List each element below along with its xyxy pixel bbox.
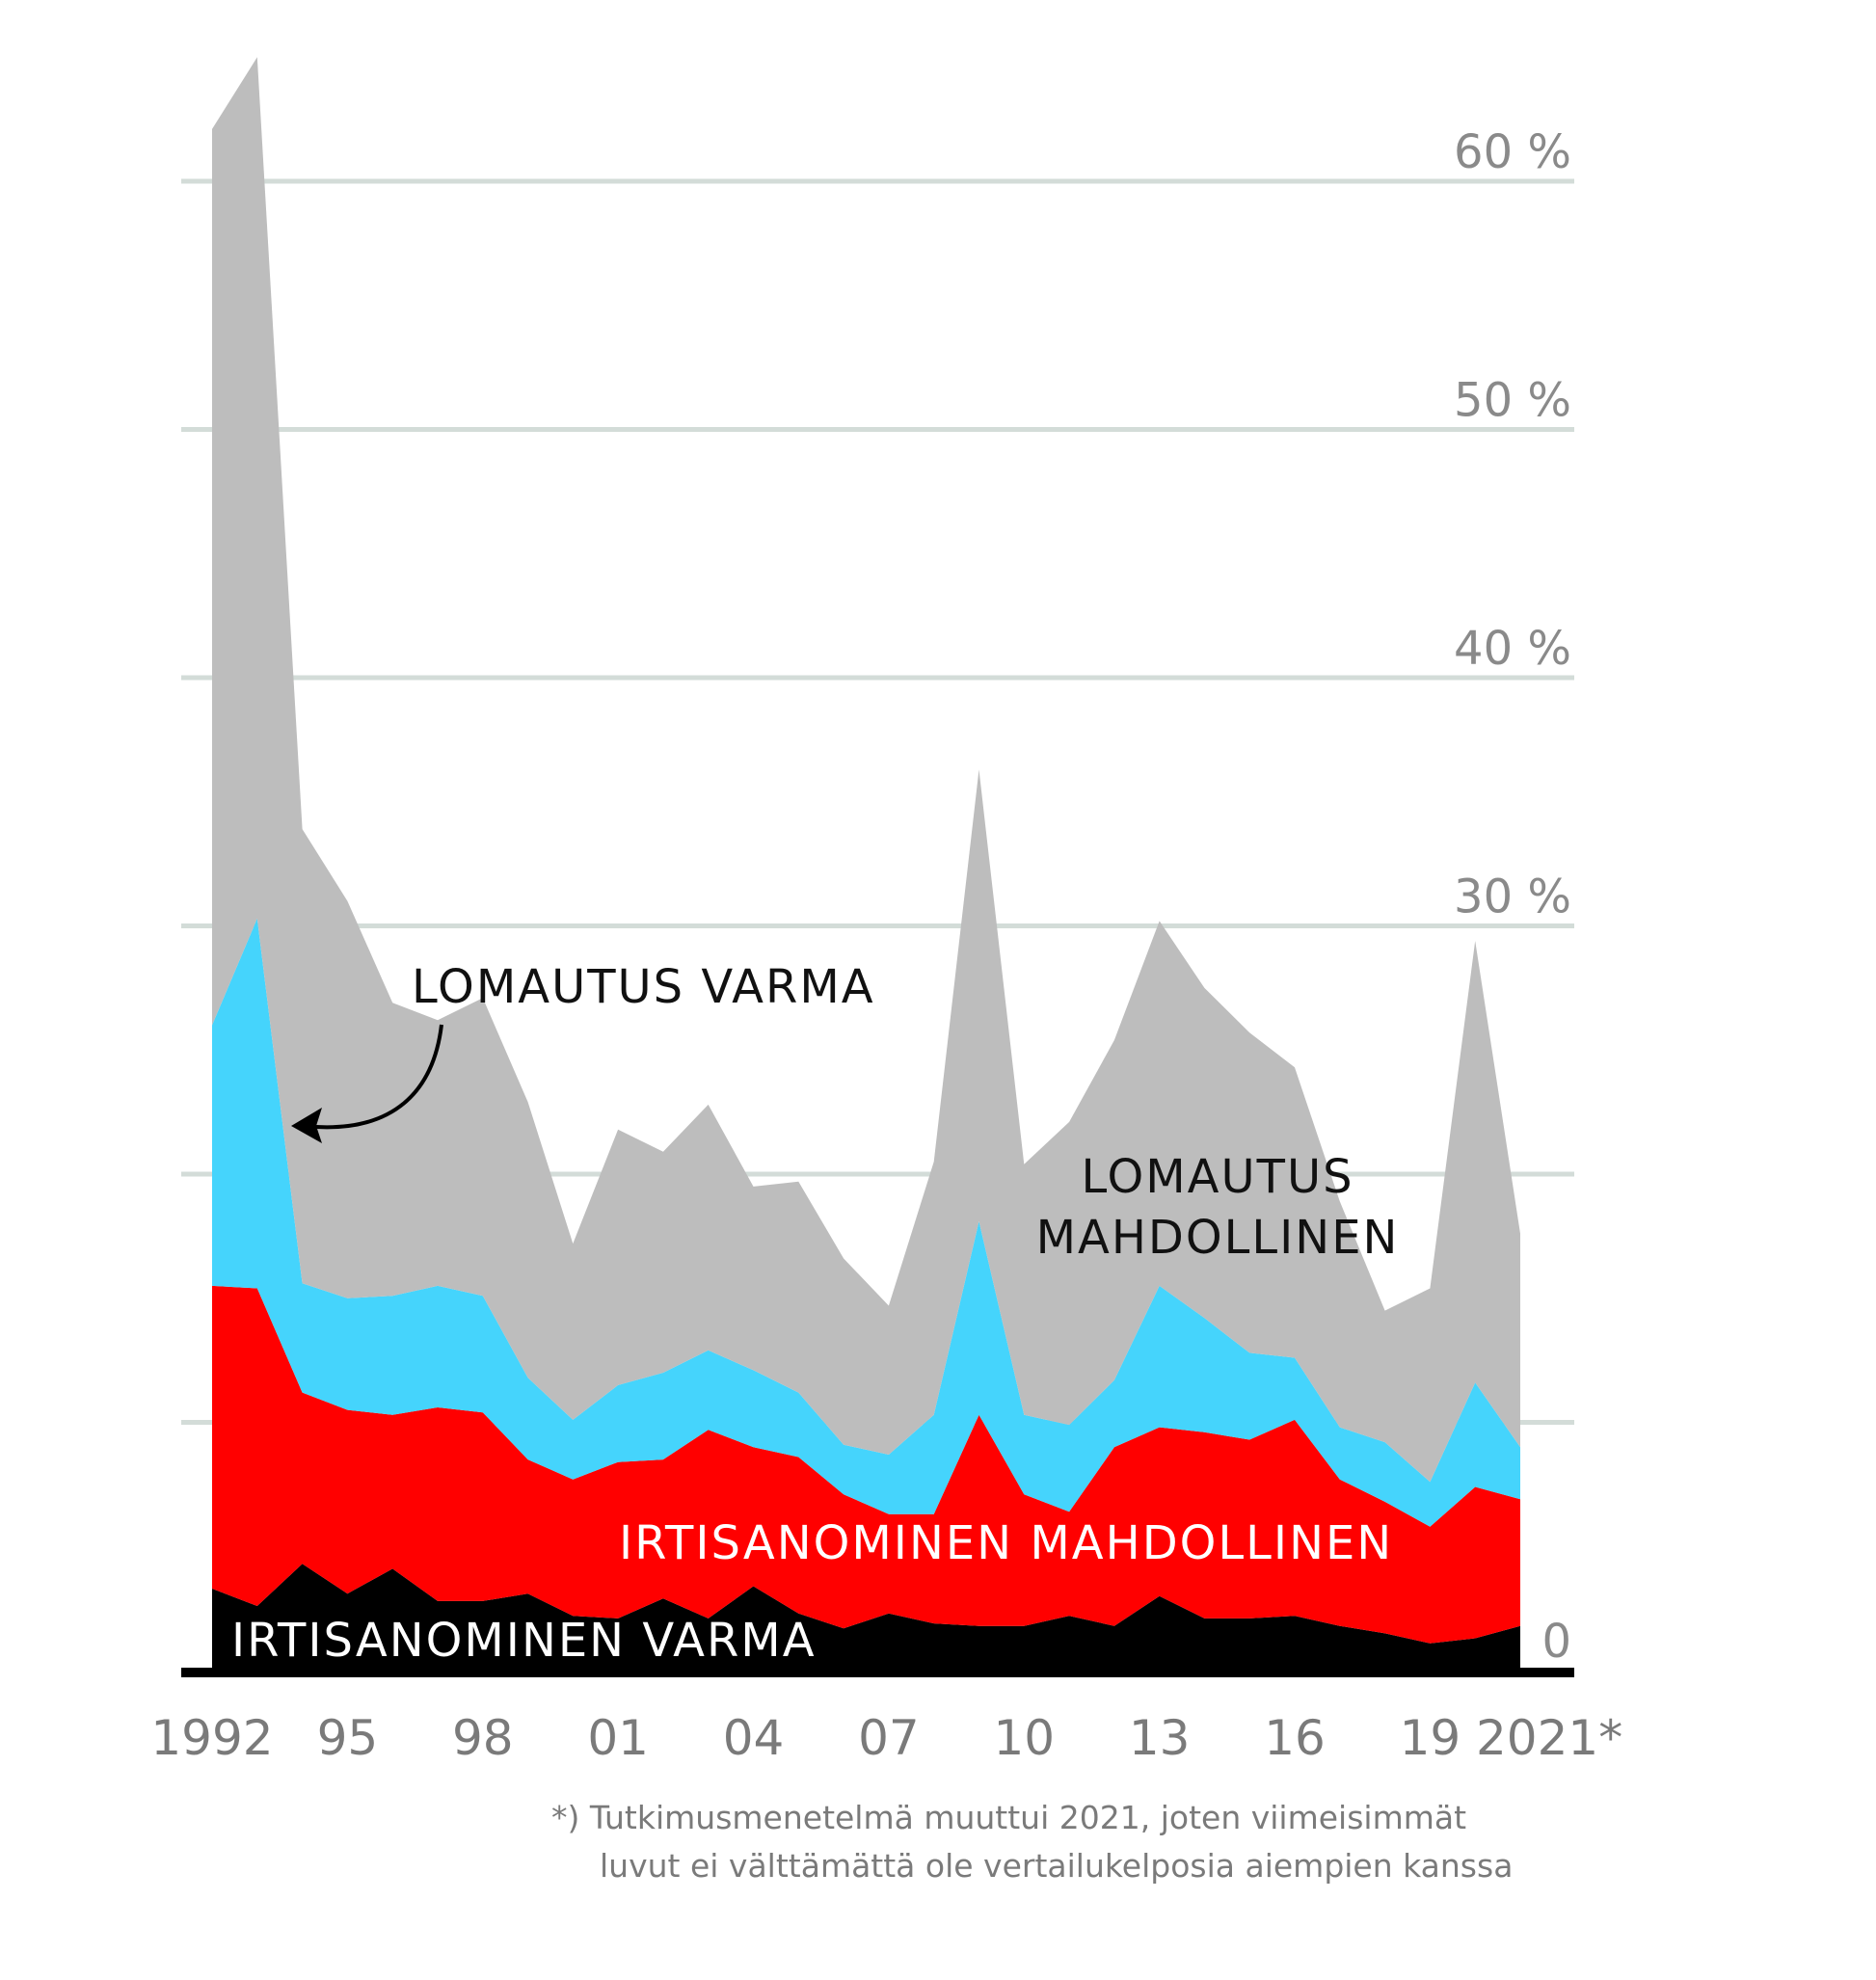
x-tick-label: 01 — [587, 1710, 649, 1766]
label-irtisanominen-varma: IRTISANOMINEN VARMA — [231, 1614, 817, 1668]
x-tick-label: 2021* — [1476, 1710, 1622, 1766]
label-irtisanominen-mahdollinen: IRTISANOMINEN MAHDOLLINEN — [619, 1516, 1393, 1570]
x-tick-label: 1992 — [150, 1710, 273, 1766]
y-tick-label: 30 % — [1454, 870, 1571, 924]
area-irtisanominen-varma — [212, 1564, 1520, 1671]
x-tick-label: 16 — [1264, 1710, 1326, 1766]
x-tick-label: 95 — [317, 1710, 379, 1766]
label-lomautus-mahdollinen-line1: LOMAUTUS — [1081, 1150, 1353, 1204]
x-tick-labels: 1992 95 98 01 04 07 10 13 16 19 2021* — [150, 1710, 1622, 1766]
x-tick-label: 07 — [858, 1710, 920, 1766]
x-tick-label: 13 — [1129, 1710, 1191, 1766]
y-tick-label: 50 % — [1454, 374, 1571, 428]
x-tick-label: 98 — [452, 1710, 514, 1766]
footnote-line1: *) Tutkimusmenetelmä muuttui 2021, joten… — [551, 1799, 1466, 1836]
x-tick-label: 10 — [993, 1710, 1055, 1766]
area-irtisanominen-mahdollinen — [212, 1285, 1520, 1644]
arrow-head-icon — [291, 1108, 322, 1143]
stacked-areas — [212, 57, 1520, 1671]
label-lomautus-varma: LOMAUTUS VARMA — [412, 960, 875, 1014]
area-lomautus-mahdollinen — [212, 57, 1520, 1483]
y-tick-label: 60 % — [1454, 125, 1571, 179]
footnote-line2: luvut ei välttämättä ole vertailukelposi… — [600, 1847, 1513, 1885]
y-tick-labels: 0 30 % 40 % 50 % 60 % — [1454, 125, 1571, 1669]
x-tick-label: 19 — [1400, 1710, 1461, 1766]
y-tick-label: 0 — [1541, 1615, 1571, 1669]
area-lomautus-varma — [212, 918, 1520, 1527]
x-tick-label: 04 — [723, 1710, 785, 1766]
lomautus-varma-arrow — [303, 1024, 443, 1130]
y-tick-label: 40 % — [1454, 622, 1571, 676]
label-lomautus-mahdollinen-line2: MAHDOLLINEN — [1036, 1211, 1400, 1265]
